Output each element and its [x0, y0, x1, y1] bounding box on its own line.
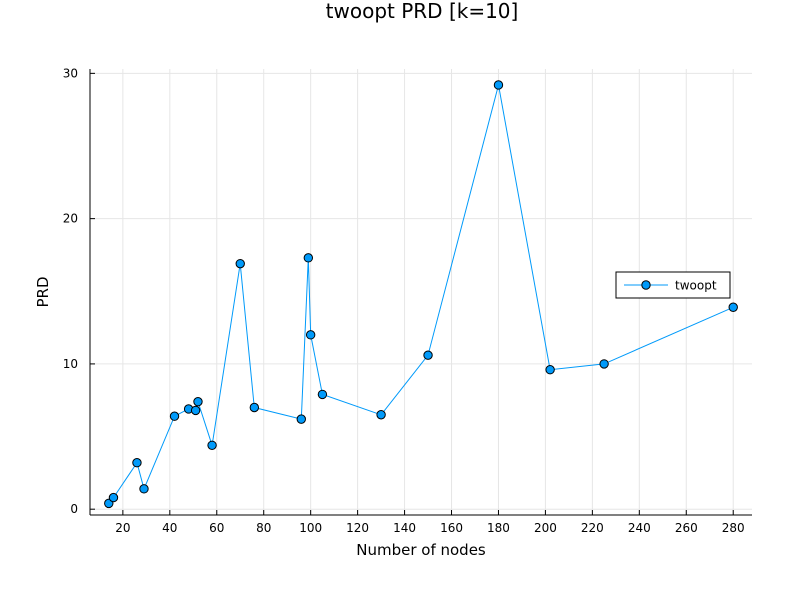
x-tick-label: 60 [209, 521, 224, 535]
x-tick-label: 200 [534, 521, 557, 535]
data-point [193, 396, 203, 407]
data-point [190, 405, 201, 416]
data-point [169, 411, 180, 421]
axes [89, 69, 752, 516]
y-tick-label: 10 [63, 357, 78, 371]
x-tick-label: 20 [115, 521, 130, 535]
x-tick-label: 220 [581, 521, 604, 535]
data-point [296, 414, 306, 424]
y-tick-label: 30 [63, 66, 78, 80]
x-tick-label: 140 [393, 521, 416, 535]
data-point [545, 365, 555, 375]
data-point [599, 359, 609, 369]
x-tick-label: 120 [346, 521, 369, 535]
x-tick-label: 80 [256, 521, 271, 535]
chart-title: twoopt PRD [k=10] [326, 0, 519, 23]
legend: twoopt [615, 271, 731, 299]
legend-marker [641, 280, 651, 290]
x-tick-label: 240 [628, 521, 651, 535]
data-point [249, 402, 260, 413]
x-tick-label: 260 [675, 521, 698, 535]
ticks: 20 40 60 80 100 120 140 160 180 200 220 240 260 280 0 1… [63, 66, 745, 535]
x-tick-label: 40 [162, 521, 177, 535]
data-point [423, 350, 433, 360]
legend-label: twoopt [675, 279, 717, 293]
data-point [139, 484, 149, 494]
y-tick-label: 0 [70, 502, 78, 516]
x-tick-label: 280 [722, 521, 745, 535]
x-axis-title: Number of nodes [356, 541, 486, 559]
data-point [305, 330, 316, 340]
data-point [207, 440, 217, 450]
series [104, 80, 738, 509]
data-point [108, 492, 119, 503]
data-point [728, 302, 738, 312]
data-point [235, 258, 245, 269]
y-tick-label: 20 [63, 212, 78, 226]
y-axis-title: PRD [34, 276, 52, 307]
data-point [317, 389, 328, 400]
data-point [376, 410, 386, 420]
x-tick-label: 160 [440, 521, 463, 535]
data-point [493, 80, 504, 90]
data-point [132, 458, 142, 468]
x-tick-label: 180 [487, 521, 510, 535]
x-tick-label: 100 [299, 521, 322, 535]
data-point [303, 253, 314, 263]
